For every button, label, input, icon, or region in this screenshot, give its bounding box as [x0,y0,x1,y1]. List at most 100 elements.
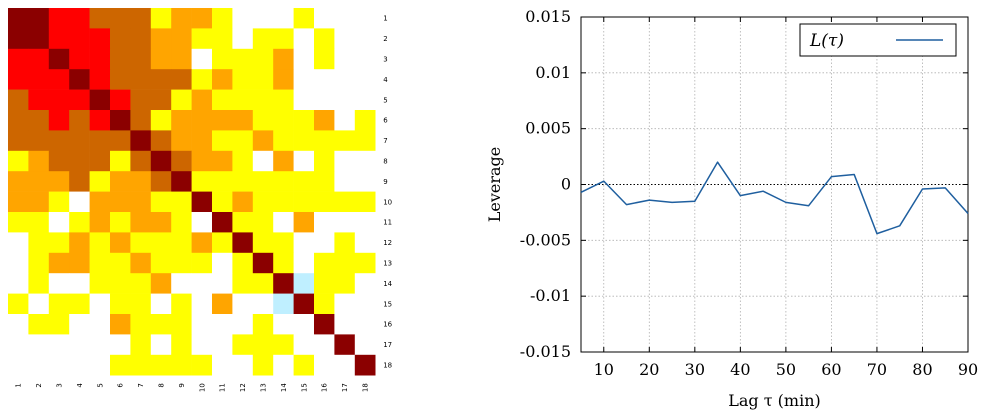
heatmap-cell-r17-c10 [191,334,213,356]
heatmap-cell-r7-c12 [232,130,254,152]
heatmap-cell-r12-c15 [293,232,315,254]
heatmap-cell-r4-c17 [334,69,356,90]
heatmap-col-label: 6 [117,383,125,388]
heatmap-cell-r10-c3 [48,191,70,213]
heatmap-cell-r15-c11 [212,293,233,315]
heatmap-cell-r15-c6 [110,293,131,315]
heatmap-cell-r4-c16 [314,69,335,90]
heatmap-cell-r2-c7 [130,28,152,50]
heatmap-cell-r5-c1 [8,89,29,111]
heatmap-cell-r5-c6 [110,89,131,111]
heatmap-cell-r17-c13 [252,334,274,356]
legend: L(τ) [799,23,957,57]
heatmap-cell-r7-c16 [314,130,335,152]
heatmap-cell-r2-c15 [293,28,315,50]
heatmap-cell-r8-c17 [334,150,356,172]
heatmap-cell-r4-c18 [354,69,376,90]
heatmap-cell-r13-c1 [8,252,29,274]
heatmap-cell-r6-c3 [48,110,70,131]
heatmap-cell-r7-c10 [191,130,213,152]
heatmap-cell-r6-c4 [69,110,90,131]
heatmap-cell-r14-c17 [334,273,356,294]
heatmap-cell-r5-c9 [171,89,192,111]
heatmap-cell-r3-c18 [354,48,376,70]
heatmap-cell-r8-c7 [130,150,152,172]
heatmap-cell-r18-c16 [314,354,335,376]
heatmap-cell-r17-c2 [28,334,50,356]
heatmap-cell-r2-c6 [110,28,131,50]
heatmap-col-label: 12 [239,383,247,392]
heatmap-row-label: 6 [383,117,388,125]
heatmap-cell-r15-c8 [150,293,172,315]
heatmap-row-label: 16 [383,321,392,329]
heatmap-cell-r13-c12 [232,252,254,274]
heatmap-cell-r18-c7 [130,354,152,376]
heatmap-cell-r7-c13 [252,130,274,152]
heatmap-cell-r18-c3 [48,354,70,376]
heatmap-cell-r14-c11 [212,273,233,294]
heatmap-cell-r16-c5 [89,314,111,335]
heatmap-cell-r12-c2 [28,232,50,254]
heatmap-cell-r15-c16 [314,293,335,315]
heatmap-cell-r2-c5 [89,28,111,50]
heatmap-cell-r3-c3 [48,48,70,70]
heatmap-cell-r18-c10 [191,354,213,376]
heatmap-cell-r12-c18 [354,232,376,254]
heatmap-cell-r9-c3 [48,171,70,192]
heatmap-cell-r8-c11 [212,150,233,172]
heatmap-cell-r10-c8 [150,191,172,213]
heatmap-cell-r3-c5 [89,48,111,70]
heatmap-cell-r11-c4 [69,212,90,233]
heatmap-cell-r14-c13 [252,273,274,294]
heatmap-cell-r13-c7 [130,252,152,274]
heatmap-cell-r14-c12 [232,273,254,294]
heatmap-cell-r11-c2 [28,212,50,233]
heatmap-cell-r15-c13 [252,293,274,315]
heatmap-cell-r8-c14 [273,150,294,172]
heatmap-cell-r3-c15 [293,48,315,70]
heatmap-cell-r2-c17 [334,28,356,50]
heatmap-cell-r17-c11 [212,334,233,356]
heatmap-cell-r1-c10 [191,8,213,29]
heatmap-cell-r10-c14 [273,191,294,213]
heatmap-cell-r4-c10 [191,69,213,90]
heatmap-cell-r1-c3 [48,8,70,29]
heatmap-cell-r9-c11 [212,171,233,192]
heatmap-cell-r1-c2 [28,8,50,29]
heatmap-col-label: 1 [15,383,23,387]
heatmap-cell-r8-c3 [48,150,70,172]
heatmap-cell-r13-c13 [252,252,274,274]
heatmap-col-label: 14 [280,383,288,392]
heatmap-cell-r13-c16 [314,252,335,274]
series-line [580,161,969,235]
heatmap-cell-r1-c17 [334,8,356,29]
heatmap-cell-r13-c2 [28,252,50,274]
y-axis-label: Leverage [485,147,504,223]
heatmap-cell-r12-c16 [314,232,335,254]
heatmap-cell-r14-c15 [293,273,315,294]
heatmap-cell-r8-c8 [150,150,172,172]
heatmap-cell-r5-c7 [130,89,152,111]
heatmap-cell-r11-c16 [314,212,335,233]
heatmap-cell-r10-c2 [28,191,50,213]
heatmap-cell-r13-c15 [293,252,315,274]
heatmap-row-label: 14 [383,280,392,288]
leverage-line-chart: 10 20 30 40 50 60 70 80 90 -0.015 -0.01 -0.005 0 0.00… [485,7,978,410]
heatmap-row-label: 18 [383,362,392,370]
heatmap-cell-r16-c6 [110,314,131,335]
y-tick-label: -0.01 [530,286,571,305]
heatmap-cell-r9-c18 [354,171,376,192]
y-tick-label: 0.01 [535,63,571,82]
heatmap-cell-r18-c15 [293,354,315,376]
heatmap-cell-r17-c14 [273,334,294,356]
heatmap-cell-r14-c8 [150,273,172,294]
heatmap-cell-r9-c8 [150,171,172,192]
heatmap-row-label: 7 [383,137,387,145]
heatmap-cell-r13-c14 [273,252,294,274]
heatmap-cell-r5-c10 [191,89,213,111]
heatmap-row-label: 15 [383,300,392,308]
heatmap-cell-r7-c3 [48,130,70,152]
heatmap-cell-r9-c4 [69,171,90,192]
heatmap-cell-r10-c7 [130,191,152,213]
heatmap-cell-r7-c6 [110,130,131,152]
